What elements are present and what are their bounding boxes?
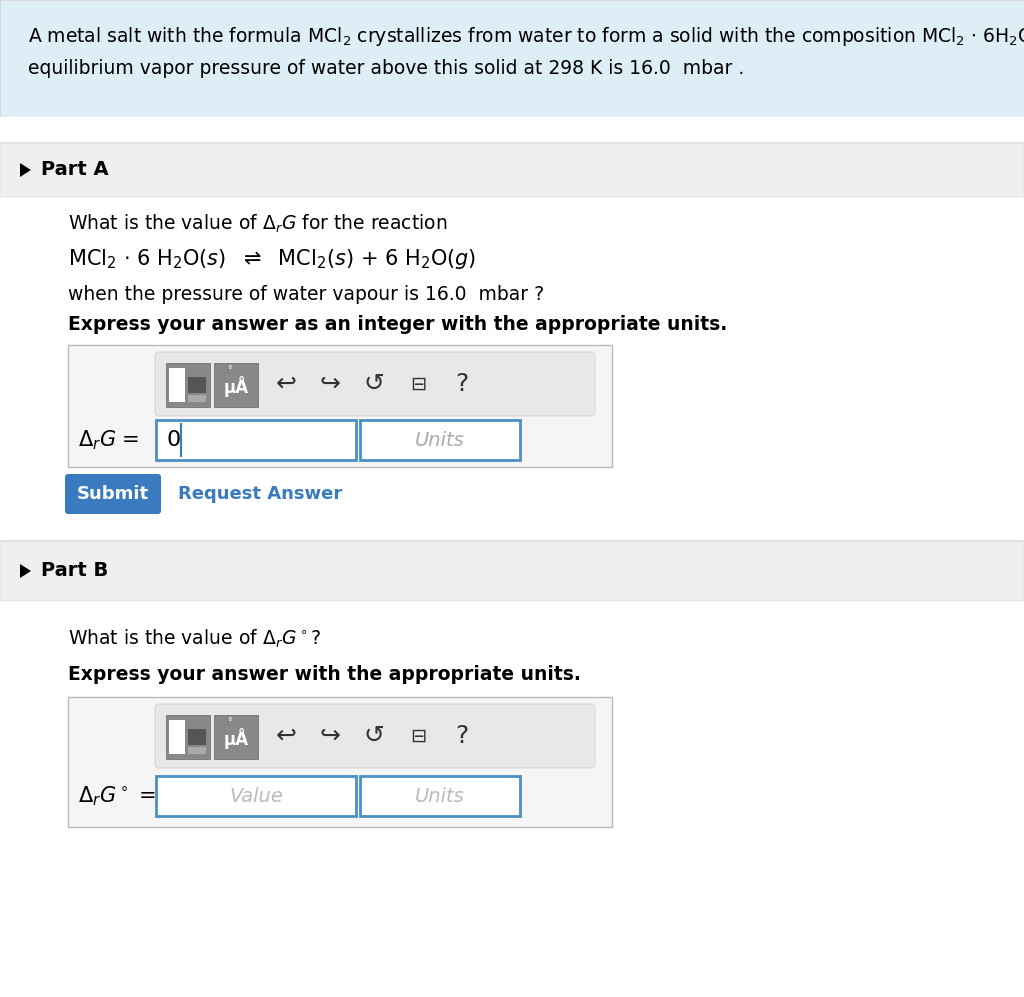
Text: ↺: ↺: [364, 724, 384, 748]
Text: Express your answer as an integer with the appropriate units.: Express your answer as an integer with t…: [68, 315, 727, 335]
Bar: [166, 715, 210, 759]
Bar: [0, 117, 1024, 142]
Text: ↩: ↩: [275, 724, 297, 748]
Text: ?: ?: [456, 372, 469, 396]
Text: ↺: ↺: [364, 372, 384, 396]
Text: μÅ: μÅ: [223, 377, 249, 398]
Text: ⊟: ⊟: [410, 727, 426, 746]
Text: A metal salt with the formula MCl$_2$ crystallizes from water to form a solid wi: A metal salt with the formula MCl$_2$ cr…: [28, 26, 1024, 49]
Bar: [214, 363, 258, 407]
Text: Part A: Part A: [41, 161, 109, 179]
Bar: [0, 143, 1024, 197]
Text: $\Delta_r G$ =: $\Delta_r G$ =: [78, 428, 139, 452]
Text: Express your answer with the appropriate units.: Express your answer with the appropriate…: [68, 666, 581, 685]
Text: What is the value of $\Delta_r G$ for the reaction: What is the value of $\Delta_r G$ for th…: [68, 212, 447, 235]
Text: Value: Value: [229, 787, 283, 806]
Bar: [169, 720, 185, 754]
Bar: [0, 0, 1024, 117]
FancyBboxPatch shape: [65, 474, 161, 514]
Text: 0: 0: [166, 430, 180, 450]
Text: ↪: ↪: [319, 724, 341, 748]
Bar: [360, 420, 520, 460]
Text: when the pressure of water vapour is 16.0  mbar ?: when the pressure of water vapour is 16.…: [68, 284, 544, 303]
Text: °: °: [227, 717, 232, 727]
FancyBboxPatch shape: [155, 704, 595, 768]
Text: Submit: Submit: [77, 485, 150, 503]
Bar: [188, 377, 206, 393]
Bar: [0, 540, 1024, 541]
Bar: [156, 776, 356, 816]
Text: $\Delta_r G^\circ$ =: $\Delta_r G^\circ$ =: [78, 785, 157, 808]
Polygon shape: [20, 163, 31, 177]
Bar: [188, 747, 206, 754]
Text: ⊟: ⊟: [410, 375, 426, 394]
Bar: [0, 142, 1024, 143]
Text: MCl$_2$ $\cdot$ 6 H$_2$O($s$)  $\rightleftharpoons$  MCl$_2$($s$) + 6 H$_2$O($g$: MCl$_2$ $\cdot$ 6 H$_2$O($s$) $\rightlef…: [68, 247, 476, 271]
Bar: [188, 729, 206, 745]
FancyBboxPatch shape: [155, 352, 595, 416]
Text: Units: Units: [415, 787, 465, 806]
Text: Request Answer: Request Answer: [178, 485, 342, 503]
Polygon shape: [20, 564, 31, 578]
Text: ?: ?: [456, 724, 469, 748]
Bar: [68, 697, 612, 827]
Bar: [214, 715, 258, 759]
Bar: [166, 363, 210, 407]
Bar: [68, 345, 612, 467]
Text: ↩: ↩: [275, 372, 297, 396]
Text: μÅ: μÅ: [223, 729, 249, 750]
Text: °: °: [227, 365, 232, 375]
Text: What is the value of $\Delta_r G^\circ$?: What is the value of $\Delta_r G^\circ$?: [68, 628, 322, 650]
Text: Units: Units: [415, 431, 465, 450]
Bar: [188, 395, 206, 402]
Bar: [360, 776, 520, 816]
Text: Part B: Part B: [41, 561, 109, 580]
Text: ↪: ↪: [319, 372, 341, 396]
Bar: [156, 420, 356, 460]
Bar: [169, 368, 185, 402]
Bar: [0, 541, 1024, 601]
Text: equilibrium vapor pressure of water above this solid at 298 K is 16.0  mbar .: equilibrium vapor pressure of water abov…: [28, 60, 744, 79]
Bar: [0, 197, 1024, 997]
